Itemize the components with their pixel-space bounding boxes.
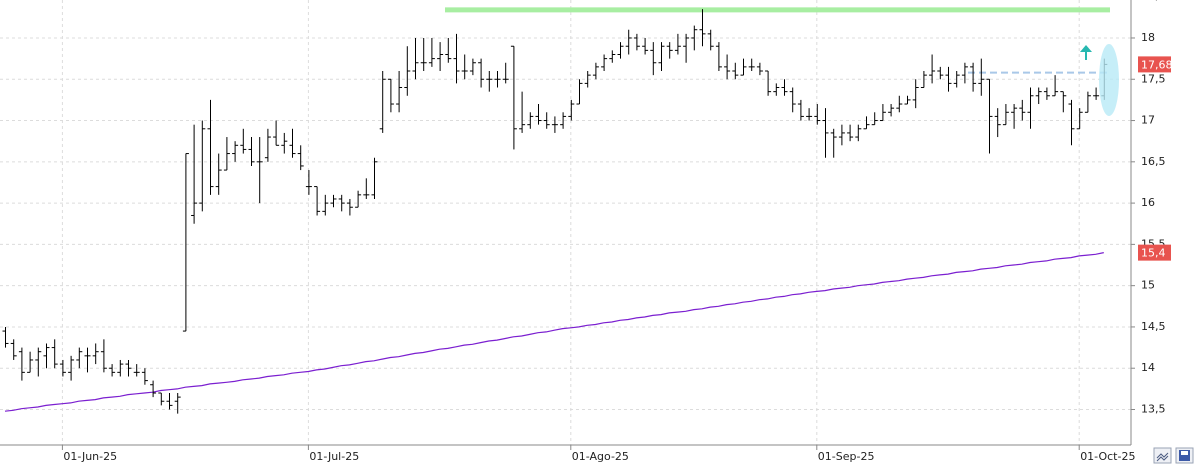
overlay: 13,51414,51515,51616,51717,51818,501-Jun… — [61, 0, 1173, 463]
y-tick-label: 13,5 — [1141, 402, 1166, 415]
y-tick-label: 18,5 — [1141, 0, 1166, 3]
y-tick-label: 14,5 — [1141, 320, 1166, 333]
save-icon-label — [1181, 451, 1188, 455]
x-tick-label: 01-Jun-25 — [63, 450, 117, 463]
y-tick-label: 16,5 — [1141, 155, 1166, 168]
y-tick-label: 17,5 — [1141, 72, 1166, 85]
y-tick-label: 15 — [1141, 279, 1155, 292]
x-tick-label: 01-Jul-25 — [309, 450, 359, 463]
plot — [2, 7, 1110, 414]
price-marker — [1138, 244, 1171, 261]
price-marker — [1138, 56, 1171, 73]
x-tick-label: 01-Sep-25 — [818, 450, 875, 463]
y-tick-label: 16 — [1141, 196, 1155, 209]
highlight-ellipse — [1099, 44, 1119, 116]
y-tick-label: 14 — [1141, 361, 1155, 374]
save-icon — [1179, 450, 1190, 461]
up-arrow — [1080, 45, 1092, 60]
zoom-icon — [1156, 452, 1169, 462]
x-tick-label: 01-Oct-25 — [1080, 450, 1135, 463]
y-tick-label: 18 — [1141, 31, 1155, 44]
y-tick-label: 17 — [1141, 114, 1155, 127]
price-marker-label: 17,68 — [1141, 58, 1173, 71]
moving-average-line — [4, 252, 1104, 412]
x-tick-label: 01-Ago-25 — [572, 450, 629, 463]
price-marker-label: 15,4 — [1141, 247, 1166, 260]
grid — [0, 0, 1131, 445]
